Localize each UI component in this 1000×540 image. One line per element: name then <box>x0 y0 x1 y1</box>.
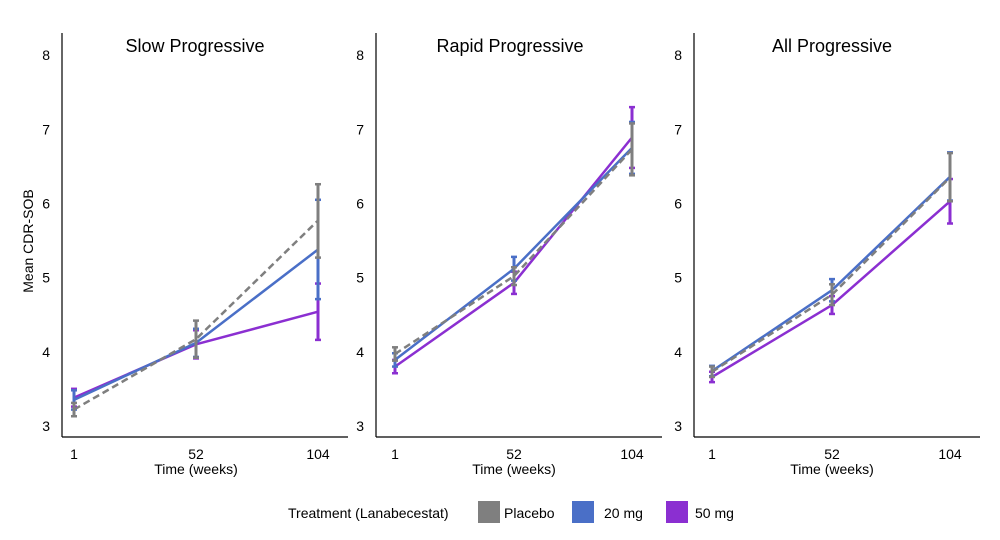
legend-swatch <box>666 501 688 523</box>
y-tick-label: 7 <box>674 121 682 137</box>
error-bar <box>947 151 953 203</box>
series-placebo <box>392 122 635 362</box>
y-tick-label: 5 <box>674 270 682 286</box>
legend-label: 20 mg <box>604 505 643 521</box>
x-tick-label: 52 <box>506 446 522 462</box>
panels: Slow Progressive 3 4 5 6 7 8 1 52 104 Time (weeks)… <box>42 33 980 477</box>
legend-item: Placebo <box>478 501 555 523</box>
x-tick-label: 1 <box>70 446 78 462</box>
y-tick-label: 8 <box>356 47 364 63</box>
panel-1: Slow Progressive 3 4 5 6 7 8 1 52 104 Time (weeks) <box>42 33 348 477</box>
series-line <box>711 176 951 373</box>
y-tick-label: 6 <box>674 195 682 211</box>
y-tick-label: 7 <box>356 121 364 137</box>
y-tick-label: 5 <box>42 270 50 286</box>
panel-title: All Progressive <box>772 36 892 56</box>
x-axis-label: Time (weeks) <box>472 461 556 477</box>
y-tick-label: 3 <box>42 418 50 434</box>
y-tick-label: 8 <box>674 47 682 63</box>
legend-label: Placebo <box>504 505 555 521</box>
x-tick-label: 52 <box>188 446 204 462</box>
error-bar <box>629 122 635 177</box>
y-tick-label: 5 <box>356 270 364 286</box>
legend: Treatment (Lanabecestat) Placebo 20 mg 50 … <box>288 501 734 523</box>
x-axis-label: Time (weeks) <box>154 461 238 477</box>
y-tick-label: 4 <box>356 344 364 360</box>
series-placebo <box>709 151 953 379</box>
x-tick-label: 104 <box>306 446 330 462</box>
x-tick-label: 104 <box>620 446 644 462</box>
y-axis-label: Mean CDR-SOB <box>20 189 36 292</box>
y-tick-label: 3 <box>356 418 364 434</box>
series-placebo <box>71 182 321 418</box>
panel-2: Rapid Progressive 3 4 5 6 7 8 1 52 104 Time (weeks… <box>356 33 662 477</box>
series-line <box>711 175 951 373</box>
panel-3: All Progressive 3 4 5 6 7 8 1 52 104 Time (weeks) <box>674 33 980 477</box>
y-tick-label: 6 <box>356 195 364 211</box>
legend-swatch <box>478 501 500 523</box>
series-20-mg <box>709 151 953 378</box>
legend-title: Treatment (Lanabecestat) <box>288 505 449 521</box>
legend-label: 50 mg <box>695 505 734 521</box>
x-axis-label: Time (weeks) <box>790 461 874 477</box>
error-bar <box>829 283 835 307</box>
legend-swatch <box>572 501 594 523</box>
x-tick-label: 104 <box>938 446 962 462</box>
legend-item: 20 mg <box>572 501 643 523</box>
series-line <box>394 148 633 356</box>
x-tick-label: 1 <box>391 446 399 462</box>
series-20-mg <box>71 198 321 411</box>
error-bar <box>511 265 517 287</box>
series-line <box>73 219 319 411</box>
y-tick-label: 4 <box>674 344 682 360</box>
y-tick-label: 4 <box>42 344 50 360</box>
series-20-mg <box>392 120 635 368</box>
y-tick-label: 3 <box>674 418 682 434</box>
y-tick-label: 7 <box>42 121 50 137</box>
x-tick-label: 1 <box>708 446 716 462</box>
y-tick-label: 8 <box>42 47 50 63</box>
y-tick-label: 6 <box>42 195 50 211</box>
panel-title: Slow Progressive <box>125 36 264 56</box>
panel-title: Rapid Progressive <box>436 36 583 56</box>
legend-item: 50 mg <box>666 501 734 523</box>
error-bar <box>193 319 199 359</box>
x-tick-label: 52 <box>824 446 840 462</box>
